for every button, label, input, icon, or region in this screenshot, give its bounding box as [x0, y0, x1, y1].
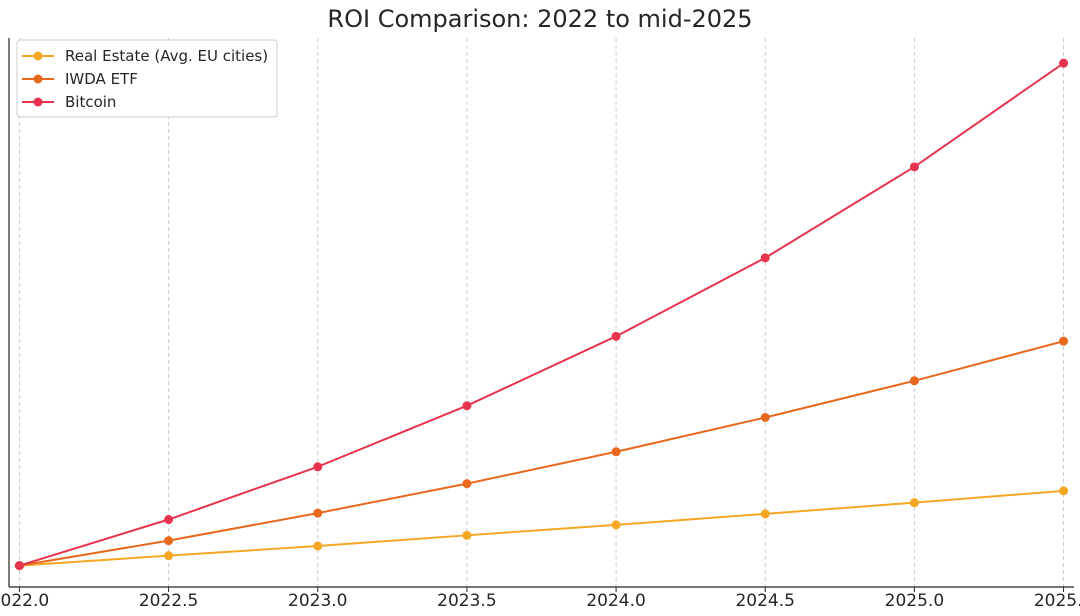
chart-title: ROI Comparison: 2022 to mid-2025: [327, 5, 752, 33]
legend-box: [16, 39, 278, 118]
x-tick-label: 2025.0: [885, 591, 944, 611]
data-point: [760, 412, 770, 422]
data-point: [313, 508, 323, 518]
x-tick-label: 2023.0: [288, 591, 347, 611]
data-point: [611, 331, 621, 341]
x-tick-label: 2024.0: [586, 591, 645, 611]
x-tick-label: 2022.0: [0, 591, 49, 611]
legend-label: Bitcoin: [65, 93, 116, 111]
x-tick-label: 2022.5: [139, 591, 198, 611]
series-2: [14, 58, 1069, 571]
series: [14, 58, 1069, 571]
legend-label: IWDA ETF: [65, 70, 138, 88]
data-point: [611, 520, 621, 530]
legend-marker: [33, 97, 43, 107]
data-point: [164, 515, 174, 525]
legend-label: Real Estate (Avg. EU cities): [65, 47, 268, 65]
legend-item: IWDA ETF: [22, 70, 138, 88]
data-point: [909, 162, 919, 172]
axes: [8, 38, 1074, 588]
data-point: [1059, 336, 1069, 346]
data-point: [14, 561, 24, 571]
series-line: [19, 340, 1064, 567]
data-point: [164, 536, 174, 546]
data-point: [313, 462, 323, 472]
data-point: [611, 447, 621, 457]
data-point: [760, 253, 770, 263]
x-tick-label: 2024.5: [735, 591, 794, 611]
series-line: [19, 489, 1064, 567]
data-point: [909, 376, 919, 386]
legend: Real Estate (Avg. EU cities) IWDA ETF Bitc…: [16, 39, 278, 118]
grid: [18, 38, 1065, 587]
legend-item: Real Estate (Avg. EU cities): [22, 47, 268, 65]
legend-item: Bitcoin: [22, 93, 116, 111]
x-ticks: 2022.0 2022.5 2023.0 2023.5 2024.0 2024.5 2025…: [0, 587, 1080, 611]
legend-marker: [33, 51, 43, 61]
data-point: [462, 401, 472, 411]
data-point: [760, 509, 770, 519]
series-line: [19, 62, 1065, 567]
legend-marker: [33, 74, 43, 84]
x-tick-label: 2023.5: [437, 591, 496, 611]
data-point: [909, 498, 919, 508]
data-point: [462, 479, 472, 489]
data-point: [1059, 58, 1069, 68]
data-point: [1059, 486, 1069, 496]
data-point: [164, 551, 174, 561]
x-tick-label: 2025.5: [1034, 591, 1080, 611]
series-0: [14, 486, 1069, 571]
data-point: [313, 541, 323, 551]
data-point: [462, 530, 472, 540]
